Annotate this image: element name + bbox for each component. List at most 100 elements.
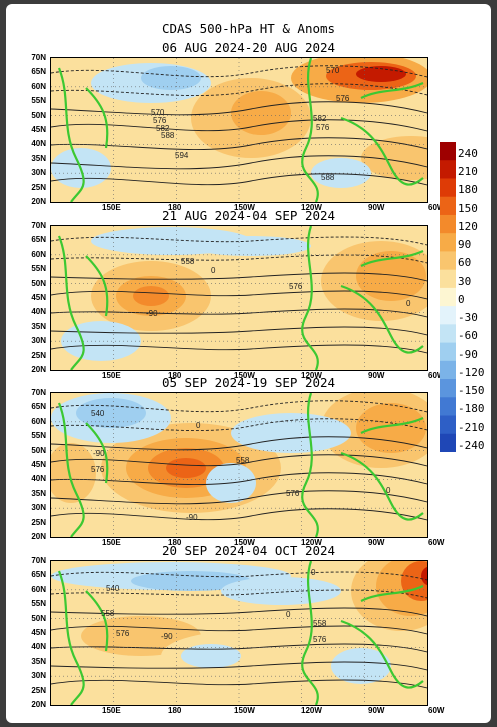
coastline bbox=[340, 116, 424, 186]
lon-label: 150E bbox=[102, 371, 121, 380]
contour-label: -90 bbox=[161, 632, 173, 641]
lon-label: 150E bbox=[102, 538, 121, 547]
lon-label: 120W bbox=[301, 203, 322, 212]
lon-label: 60W bbox=[428, 538, 445, 547]
lon-label: 60W bbox=[428, 203, 445, 212]
lon-label: 150W bbox=[234, 706, 255, 715]
lat-label: 55N bbox=[31, 599, 46, 609]
colorbar-label: -210 bbox=[458, 420, 485, 434]
height-contour bbox=[51, 173, 427, 186]
anomaly-shading bbox=[356, 251, 426, 301]
lat-label: 20N bbox=[31, 700, 46, 709]
height-contour bbox=[51, 508, 427, 521]
colorbar-segment bbox=[440, 360, 456, 380]
lon-label: 90W bbox=[368, 203, 385, 212]
anomaly-shading bbox=[221, 577, 341, 605]
anomaly-shading bbox=[191, 236, 311, 256]
figure-title: CDAS 500-hPa HT & Anoms bbox=[161, 21, 336, 36]
contour-label: 576 bbox=[336, 94, 350, 103]
panel-4-date: 20 SEP 2024-04 OCT 2024 bbox=[161, 543, 336, 558]
height-contour bbox=[51, 454, 427, 467]
colorbar-label: -240 bbox=[458, 438, 485, 452]
lat-label: 70N bbox=[31, 221, 46, 230]
contour-label: 576 bbox=[289, 282, 303, 291]
height-contour bbox=[51, 436, 427, 451]
lon-label: 150W bbox=[234, 538, 255, 547]
lat-label: 35N bbox=[31, 656, 46, 666]
lat-label: 35N bbox=[31, 488, 46, 498]
lon-label: 90W bbox=[368, 371, 385, 380]
lon-label: 150W bbox=[234, 203, 255, 212]
colorbar-segment bbox=[440, 306, 456, 325]
contour-label: 576 bbox=[91, 465, 105, 474]
height-contour bbox=[51, 661, 427, 671]
coastline bbox=[360, 584, 424, 602]
lat-label: 25N bbox=[31, 350, 46, 360]
colorbar-label: 180 bbox=[458, 183, 478, 197]
height-contour bbox=[51, 290, 427, 300]
lat-label: 20N bbox=[31, 365, 46, 374]
lat-label: 70N bbox=[31, 53, 46, 62]
lat-label: 65N bbox=[31, 570, 46, 580]
colorbar-segment bbox=[440, 287, 456, 307]
coastline bbox=[57, 402, 85, 537]
lon-label: 150E bbox=[102, 203, 121, 212]
anomaly-shading bbox=[361, 136, 427, 180]
height-contour bbox=[51, 571, 427, 581]
lon-label: 120W bbox=[301, 371, 322, 380]
height-contour bbox=[51, 679, 427, 689]
contour-label: 558 bbox=[181, 257, 195, 266]
height-contour bbox=[51, 400, 427, 413]
anomaly-shading bbox=[133, 286, 169, 306]
lat-label: 20N bbox=[31, 532, 46, 541]
coastline bbox=[57, 235, 85, 370]
colorbar-label: -30 bbox=[458, 311, 478, 325]
contour-label: -90 bbox=[186, 513, 198, 522]
height-contour bbox=[51, 589, 427, 599]
height-contour bbox=[51, 155, 427, 170]
lon-label: 60W bbox=[428, 371, 445, 380]
height-contour bbox=[51, 83, 427, 96]
height-contour bbox=[51, 490, 427, 505]
lat-label: 50N bbox=[31, 110, 46, 120]
colorbar-segment bbox=[440, 379, 456, 398]
lat-label: 65N bbox=[31, 235, 46, 245]
colorbar-segment bbox=[440, 342, 456, 362]
anomaly-shading bbox=[181, 644, 241, 668]
lat-label: 60N bbox=[31, 584, 46, 594]
contour-label: 582 bbox=[156, 124, 170, 133]
anomaly-shading bbox=[331, 648, 391, 684]
colorbar-label: 120 bbox=[458, 219, 478, 233]
lon-label: 180 bbox=[168, 538, 182, 547]
map-figure: CDAS 500-hPa HT & Anoms 06 AUG 2024-20 A… bbox=[6, 4, 491, 723]
anomaly-shading bbox=[311, 158, 371, 188]
height-contour bbox=[51, 119, 427, 132]
colorbar-label: -120 bbox=[458, 365, 485, 379]
contour-label: -90 bbox=[146, 309, 158, 318]
lat-label: 60N bbox=[31, 81, 46, 91]
lon-label: 120W bbox=[301, 706, 322, 715]
colorbar-segment bbox=[440, 324, 456, 344]
contour-label: 576 bbox=[153, 116, 167, 125]
lon-label: 180 bbox=[168, 203, 182, 212]
lat-label: 55N bbox=[31, 264, 46, 274]
colorbar-label: 240 bbox=[458, 147, 478, 160]
lat-label: 40N bbox=[31, 307, 46, 317]
contour-label: 558 bbox=[236, 456, 250, 465]
lat-label: 20N bbox=[31, 197, 46, 206]
coastline bbox=[301, 58, 319, 202]
anomaly-shading bbox=[356, 66, 406, 82]
map-panel-2: 558 576 0 -90 0 bbox=[50, 225, 428, 371]
lon-label: 180 bbox=[168, 706, 182, 715]
contour-label: 570 bbox=[326, 66, 340, 75]
colorbar-label: 30 bbox=[458, 274, 472, 288]
lat-label: 40N bbox=[31, 474, 46, 484]
coastline bbox=[85, 255, 109, 317]
coastline bbox=[57, 570, 85, 705]
coastline bbox=[340, 284, 424, 354]
lat-label: 50N bbox=[31, 278, 46, 288]
contour-label: 540 bbox=[91, 409, 105, 418]
lat-label: 45N bbox=[31, 125, 46, 134]
colorbar-segment bbox=[440, 433, 456, 452]
